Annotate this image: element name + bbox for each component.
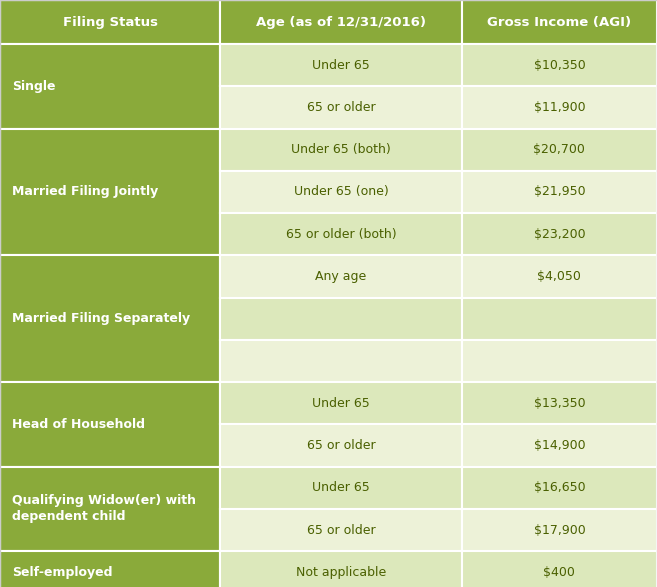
Text: Self-employed: Self-employed bbox=[12, 566, 112, 579]
Text: $13,350: $13,350 bbox=[533, 397, 585, 410]
Bar bbox=[462, 44, 657, 86]
Bar bbox=[462, 551, 657, 587]
Bar bbox=[220, 551, 462, 587]
Text: $20,700: $20,700 bbox=[533, 143, 585, 156]
Bar bbox=[462, 467, 657, 509]
Text: Any age: Any age bbox=[315, 270, 367, 283]
Text: $400: $400 bbox=[543, 566, 576, 579]
Bar bbox=[0, 44, 220, 129]
Text: $10,350: $10,350 bbox=[533, 59, 585, 72]
Bar bbox=[462, 0, 657, 44]
Text: Filing Status: Filing Status bbox=[62, 15, 158, 29]
Bar bbox=[462, 340, 657, 382]
Bar bbox=[0, 0, 220, 44]
Text: $14,900: $14,900 bbox=[533, 439, 585, 452]
Text: $4,050: $4,050 bbox=[537, 270, 581, 283]
Text: Under 65: Under 65 bbox=[312, 59, 370, 72]
Bar bbox=[0, 382, 220, 467]
Text: Married Filing Separately: Married Filing Separately bbox=[12, 312, 190, 325]
Bar bbox=[220, 213, 462, 255]
Bar bbox=[220, 86, 462, 129]
Bar bbox=[0, 467, 220, 551]
Bar bbox=[462, 255, 657, 298]
Text: Under 65: Under 65 bbox=[312, 397, 370, 410]
Text: 65 or older: 65 or older bbox=[307, 101, 375, 114]
Bar bbox=[0, 551, 220, 587]
Bar bbox=[462, 424, 657, 467]
Text: Under 65 (both): Under 65 (both) bbox=[291, 143, 391, 156]
Text: Head of Household: Head of Household bbox=[12, 418, 145, 431]
Bar bbox=[462, 213, 657, 255]
Bar bbox=[462, 171, 657, 213]
Text: 65 or older: 65 or older bbox=[307, 524, 375, 537]
Text: $16,650: $16,650 bbox=[533, 481, 585, 494]
Text: 65 or older: 65 or older bbox=[307, 439, 375, 452]
Bar bbox=[220, 424, 462, 467]
Text: Single: Single bbox=[12, 80, 55, 93]
Text: Under 65 (one): Under 65 (one) bbox=[294, 185, 388, 198]
Bar bbox=[220, 298, 462, 340]
Bar bbox=[462, 382, 657, 424]
Text: Under 65: Under 65 bbox=[312, 481, 370, 494]
Bar bbox=[0, 255, 220, 382]
Text: $11,900: $11,900 bbox=[533, 101, 585, 114]
Bar bbox=[462, 509, 657, 551]
Text: 65 or older (both): 65 or older (both) bbox=[286, 228, 396, 241]
Text: Not applicable: Not applicable bbox=[296, 566, 386, 579]
Bar bbox=[220, 129, 462, 171]
Bar bbox=[220, 255, 462, 298]
Bar bbox=[462, 298, 657, 340]
Bar bbox=[220, 467, 462, 509]
Bar bbox=[220, 340, 462, 382]
Text: Married Filing Jointly: Married Filing Jointly bbox=[12, 185, 158, 198]
Text: Qualifying Widow(er) with
dependent child: Qualifying Widow(er) with dependent chil… bbox=[12, 494, 196, 524]
Bar bbox=[220, 44, 462, 86]
Bar bbox=[462, 86, 657, 129]
Bar bbox=[0, 129, 220, 255]
Bar bbox=[220, 382, 462, 424]
Bar bbox=[462, 129, 657, 171]
Text: $17,900: $17,900 bbox=[533, 524, 585, 537]
Bar bbox=[220, 0, 462, 44]
Bar bbox=[220, 509, 462, 551]
Text: $23,200: $23,200 bbox=[533, 228, 585, 241]
Text: $21,950: $21,950 bbox=[533, 185, 585, 198]
Text: Gross Income (AGI): Gross Income (AGI) bbox=[487, 15, 631, 29]
Bar bbox=[220, 171, 462, 213]
Text: Age (as of 12/31/2016): Age (as of 12/31/2016) bbox=[256, 15, 426, 29]
